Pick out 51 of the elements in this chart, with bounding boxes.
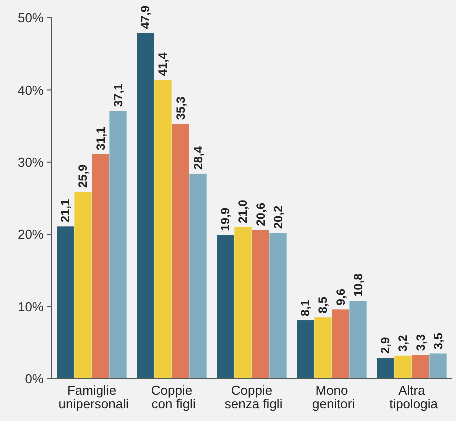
- y-tick-label: 30%: [18, 154, 44, 170]
- data-label: 21,0: [236, 200, 250, 224]
- bar: [270, 233, 287, 379]
- bar: [74, 192, 92, 379]
- x-tick-label: Famiglie unipersonali: [55, 383, 129, 412]
- bar: [92, 154, 110, 379]
- y-tick-label: 10%: [18, 299, 44, 314]
- data-label: 3,2: [396, 334, 410, 352]
- data-label: 21,1: [58, 198, 73, 223]
- data-label: 20,6: [254, 202, 268, 226]
- bar: [110, 111, 127, 379]
- bar: [314, 318, 332, 379]
- bar: [350, 301, 367, 379]
- data-label: 28,4: [191, 146, 206, 170]
- bar: [412, 355, 430, 379]
- bar: [57, 226, 74, 379]
- data-label: 37,1: [111, 83, 126, 108]
- x-tick-label: Coppie con figli: [148, 383, 196, 412]
- data-label: 20,2: [271, 205, 286, 230]
- y-tick-label: 20%: [18, 227, 44, 242]
- data-label: 25,9: [76, 164, 90, 188]
- data-label: 3,3: [414, 334, 428, 352]
- data-label: 8,1: [298, 300, 313, 317]
- data-label: 47,9: [138, 5, 153, 30]
- y-tick-label: 40%: [18, 82, 44, 98]
- x-tick-label: Altra tipologia: [386, 383, 439, 412]
- data-label: 19,9: [218, 208, 233, 232]
- data-label: 8,5: [316, 296, 330, 314]
- bar: [217, 235, 234, 379]
- bar: [172, 124, 190, 379]
- bar: [234, 227, 252, 379]
- data-label: 3,5: [431, 332, 446, 350]
- bar: [430, 354, 447, 379]
- bar: [154, 80, 172, 379]
- x-tick-label: Coppie senza figli: [221, 383, 283, 412]
- data-label: 31,1: [94, 126, 108, 150]
- bar: [297, 320, 314, 379]
- data-label: 2,9: [378, 337, 393, 354]
- bar: [190, 174, 207, 379]
- bar: [332, 310, 350, 379]
- data-label: 41,4: [156, 52, 170, 76]
- data-label: 9,6: [334, 288, 348, 306]
- x-tick-label: Mono genitori: [308, 383, 356, 412]
- y-tick-label: 0%: [25, 372, 44, 387]
- bar: [137, 33, 154, 379]
- y-tick-label: 50%: [18, 10, 44, 26]
- bar: [252, 230, 270, 379]
- data-label: 10,8: [351, 273, 366, 298]
- bar: [394, 356, 412, 379]
- bar: [377, 358, 394, 379]
- data-label: 35,3: [174, 96, 188, 120]
